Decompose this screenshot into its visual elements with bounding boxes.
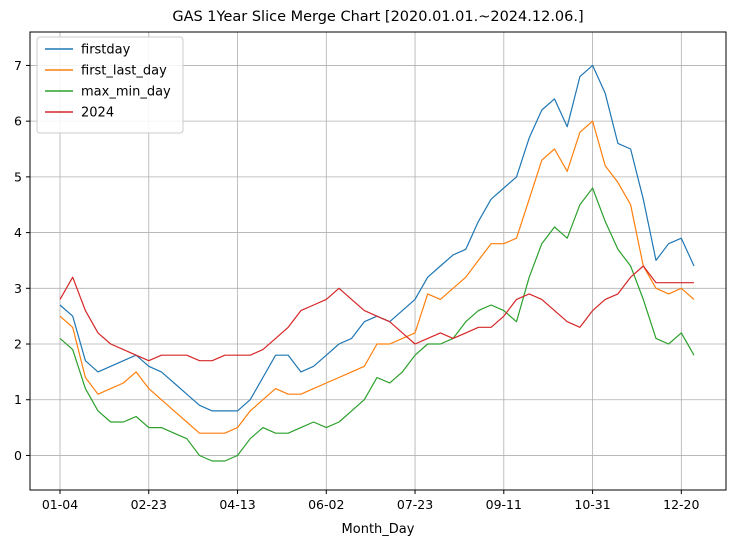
y-tick-label: 6 (14, 114, 22, 129)
x-tick-label: 07-23 (397, 497, 433, 512)
y-axis-ticks: 0 1 2 3 4 5 6 7 (14, 58, 30, 463)
series-line-2024 (59, 265, 694, 362)
x-tick-label: 12-20 (663, 497, 699, 512)
series-line-first_last_day (59, 120, 695, 434)
y-tick-label: 5 (14, 169, 22, 184)
y-tick-label: 1 (14, 392, 22, 407)
x-axis-ticks: 01-04 02-23 04-13 06-02 07-23 09-11 10-31 12-20 (42, 490, 700, 512)
x-tick-label: 02-23 (131, 497, 167, 512)
plot-frame (29, 31, 727, 491)
series-lines (59, 64, 695, 462)
legend-label-firstday: firstday (81, 43, 131, 58)
x-tick-label: 06-02 (308, 497, 344, 512)
legend: firstday first_last_day max_min_day 2024 (36, 36, 184, 134)
y-tick-label: 3 (14, 281, 22, 296)
y-tick-label: 7 (14, 58, 22, 73)
x-tick-label: 09-11 (486, 497, 522, 512)
series-line-max_min_day (59, 187, 695, 462)
legend-box (36, 36, 184, 134)
legend-label-max_min_day: max_min_day (81, 85, 171, 100)
chart-title: GAS 1Year Slice Merge Chart [2020.01.01.… (172, 9, 583, 25)
x-tick-label: 04-13 (219, 497, 255, 512)
x-tick-label: 10-31 (574, 497, 610, 512)
y-tick-label: 2 (14, 337, 22, 352)
y-tick-label: 0 (14, 448, 22, 463)
x-tick-label: 01-04 (42, 497, 78, 512)
legend-label-2024: 2024 (81, 106, 114, 121)
legend-label-first_last_day: first_last_day (81, 64, 167, 79)
x-axis-label: Month_Day (342, 522, 415, 537)
y-tick-label: 4 (14, 225, 22, 240)
